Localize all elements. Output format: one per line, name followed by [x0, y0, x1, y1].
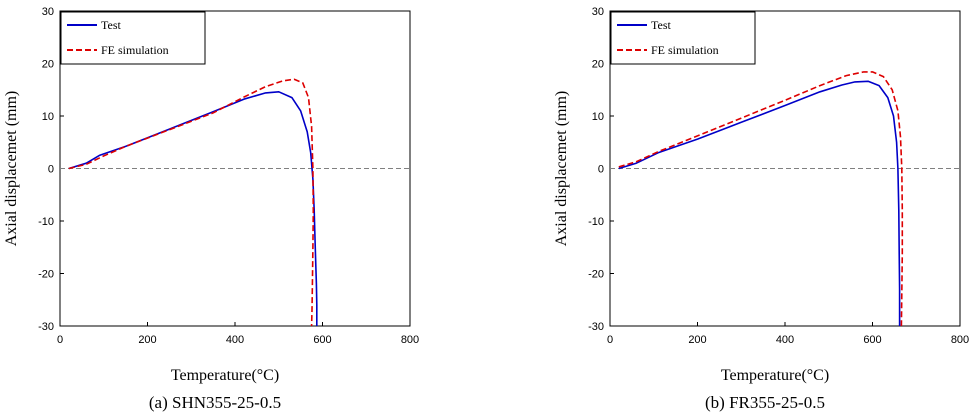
y-tick-label: -30 — [588, 321, 604, 333]
legend-label-fe-simulation: FE simulation — [651, 43, 719, 57]
x-tick-label: 600 — [863, 334, 881, 346]
y-tick-label: 20 — [42, 59, 54, 71]
y-tick-label: -30 — [38, 321, 54, 333]
x-tick-label: 800 — [951, 334, 969, 346]
panel-caption: (b) FR355-25-0.5 — [705, 393, 825, 412]
series-line-fe-simulation — [68, 78, 315, 327]
y-tick-label: 30 — [592, 6, 604, 18]
y-tick-label: -10 — [588, 216, 604, 228]
x-axis-title: Temperature(°C) — [171, 367, 279, 384]
x-tick-label: 0 — [57, 334, 63, 346]
legend: Test FE simulation — [610, 11, 756, 65]
x-tick-label: 600 — [313, 334, 331, 346]
series-line-fe-simulation — [618, 71, 904, 327]
legend-label-test: Test — [651, 18, 671, 32]
legend-box — [610, 11, 756, 65]
x-tick-label: 0 — [607, 334, 613, 346]
x-tick-label: 400 — [776, 334, 794, 346]
y-tick-label: 0 — [48, 164, 54, 176]
series-lines — [618, 71, 904, 327]
y-tick-label: 10 — [592, 111, 604, 123]
legend-box — [60, 11, 206, 65]
y-tick-label: -20 — [588, 269, 604, 281]
y-tick-label: -10 — [38, 216, 54, 228]
series-line-test — [68, 91, 318, 326]
y-tick-label: -20 — [38, 269, 54, 281]
x-tick-label: 200 — [688, 334, 706, 346]
y-axis-title: Axial displacemet (mm) — [553, 91, 570, 247]
legend: Test FE simulation — [60, 11, 206, 65]
x-tick-label: 400 — [226, 334, 244, 346]
x-tick-label: 800 — [401, 334, 419, 346]
series-lines — [68, 78, 318, 327]
y-tick-label: 0 — [598, 164, 604, 176]
y-tick-label: 30 — [42, 6, 54, 18]
y-tick-label: 20 — [592, 59, 604, 71]
x-tick-label: 200 — [138, 334, 156, 346]
x-axis-title: Temperature(°C) — [721, 367, 829, 384]
y-tick-label: 10 — [42, 111, 54, 123]
legend-label-fe-simulation: FE simulation — [101, 43, 169, 57]
series-line-test — [618, 80, 901, 326]
panel-caption: (a) SHN355-25-0.5 — [149, 393, 281, 412]
legend-label-test: Test — [101, 18, 121, 32]
y-axis-title: Axial displacemet (mm) — [3, 91, 20, 247]
